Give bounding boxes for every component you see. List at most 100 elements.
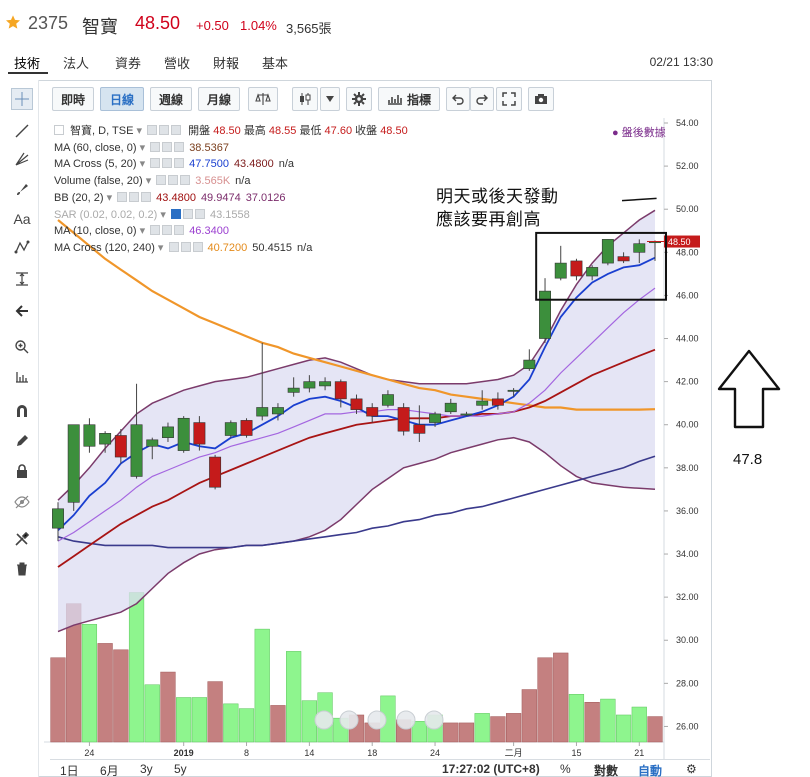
undo-icon[interactable]	[446, 87, 470, 111]
period-daily-button[interactable]: 日線	[100, 87, 144, 111]
candlestick[interactable]	[350, 398, 363, 410]
arrow-left-icon[interactable]	[13, 302, 31, 320]
star-icon[interactable]	[5, 14, 21, 30]
candlestick[interactable]	[146, 439, 159, 447]
percent-scale-toggle[interactable]: %	[560, 762, 571, 776]
hide-icon[interactable]	[13, 493, 31, 511]
legend-eye-icon[interactable]	[150, 158, 161, 169]
candlestick[interactable]	[271, 407, 284, 415]
trash-icon[interactable]	[13, 560, 31, 578]
candlestick[interactable]	[476, 400, 489, 406]
candlestick[interactable]	[177, 417, 190, 451]
redo-icon[interactable]	[470, 87, 494, 111]
legend-dropdown-icon[interactable]: ▾	[136, 158, 149, 171]
brush-icon[interactable]	[13, 180, 31, 198]
tab-financials[interactable]: 財報	[213, 56, 240, 71]
legend-gear-icon[interactable]	[168, 175, 179, 186]
pattern-icon[interactable]	[13, 238, 31, 256]
candlestick[interactable]	[413, 424, 426, 434]
measure-icon[interactable]	[13, 270, 31, 288]
candlestick[interactable]	[429, 413, 442, 423]
legend-gear-icon[interactable]	[182, 208, 193, 219]
candlestick[interactable]	[586, 267, 599, 277]
pencil-lock-icon[interactable]	[13, 432, 31, 450]
candlestick[interactable]	[444, 402, 457, 413]
candlestick[interactable]	[256, 407, 269, 417]
candle-type-icon[interactable]	[292, 87, 318, 111]
lock-icon[interactable]	[13, 462, 31, 480]
candlestick[interactable]	[366, 407, 379, 417]
candlestick[interactable]	[224, 422, 237, 436]
tab-technical[interactable]: 技術	[14, 56, 41, 71]
range-1d[interactable]: 1日	[60, 764, 79, 777]
text-icon[interactable]: Aa	[13, 211, 31, 227]
price-chart[interactable]: 26.00 28.00 30.00 32.00 34.00 36.00 38.00 40.00…	[44, 118, 710, 759]
candlestick[interactable]	[397, 407, 410, 432]
candlestick[interactable]	[491, 398, 504, 406]
candlestick[interactable]	[601, 239, 614, 264]
ruler-icon[interactable]	[13, 368, 31, 386]
legend-dropdown-icon[interactable]: ▾	[103, 191, 116, 204]
camera-icon[interactable]	[528, 87, 554, 111]
candlestick[interactable]	[507, 389, 520, 392]
legend-gear-icon[interactable]	[162, 141, 173, 152]
scroll-right-icon[interactable]	[396, 710, 416, 730]
period-realtime-button[interactable]: 即時	[52, 87, 94, 111]
legend-close-icon[interactable]	[174, 225, 185, 236]
candlestick[interactable]	[381, 394, 394, 406]
candlestick[interactable]	[554, 262, 567, 279]
scale-gear-icon[interactable]: ⚙	[686, 762, 697, 776]
legend-eye-icon[interactable]	[147, 125, 158, 135]
zoom-in-nav-icon[interactable]	[424, 710, 444, 730]
legend-eye-icon[interactable]	[156, 175, 167, 186]
legend-gear-icon[interactable]	[162, 225, 173, 236]
legend-gear-icon[interactable]	[180, 241, 191, 252]
legend-eye-icon[interactable]	[170, 208, 181, 219]
candlestick[interactable]	[303, 381, 316, 389]
candlestick[interactable]	[130, 424, 143, 477]
candlestick[interactable]	[570, 260, 583, 277]
tools-icon[interactable]	[13, 530, 31, 548]
legend-dropdown-icon[interactable]: ▾	[142, 175, 155, 188]
reset-icon[interactable]	[367, 710, 387, 730]
settings-gear-icon[interactable]	[346, 87, 372, 111]
fork-icon[interactable]	[13, 150, 31, 168]
candlestick[interactable]	[99, 433, 112, 445]
candlestick[interactable]	[334, 381, 347, 400]
range-3y[interactable]: 3y	[140, 762, 153, 776]
after-hours-label[interactable]: ● 盤後數據	[612, 127, 666, 139]
legend-eye-icon[interactable]	[117, 191, 128, 202]
candlestick[interactable]	[523, 359, 536, 369]
candlestick[interactable]	[460, 413, 473, 416]
zoom-in-icon[interactable]	[13, 338, 31, 356]
range-6m[interactable]: 6月	[100, 764, 119, 777]
tab-revenue[interactable]: 營收	[164, 56, 191, 71]
legend-close-icon[interactable]	[194, 208, 205, 219]
legend-close-icon[interactable]	[174, 158, 185, 169]
period-weekly-button[interactable]: 週線	[150, 87, 192, 111]
legend-close-icon[interactable]	[174, 141, 185, 152]
candlestick[interactable]	[617, 256, 630, 262]
zoom-out-icon[interactable]	[314, 710, 334, 730]
legend-dropdown-icon[interactable]: ▾	[154, 241, 167, 254]
candlestick[interactable]	[209, 456, 222, 488]
legend-gear-icon[interactable]	[162, 158, 173, 169]
legend-gear-icon[interactable]	[129, 191, 140, 202]
magnet-icon[interactable]	[13, 402, 31, 420]
legend-close-icon[interactable]	[192, 241, 203, 252]
compare-icon[interactable]	[248, 87, 278, 111]
trend-line-icon[interactable]	[13, 122, 31, 140]
period-monthly-button[interactable]: 月線	[198, 87, 240, 111]
candlestick[interactable]	[240, 420, 253, 436]
legend-close-icon[interactable]	[141, 191, 152, 202]
candlestick[interactable]	[287, 387, 300, 393]
candlestick[interactable]	[67, 424, 80, 503]
candlestick[interactable]	[83, 424, 96, 447]
crosshair-icon[interactable]	[11, 88, 33, 110]
tab-profile[interactable]: 基本	[262, 56, 289, 71]
tab-institutional[interactable]: 法人	[63, 56, 90, 71]
log-scale-toggle[interactable]: 對數	[594, 764, 619, 777]
candlestick[interactable]	[539, 290, 551, 339]
candlestick[interactable]	[633, 243, 646, 253]
legend-eye-icon[interactable]	[150, 141, 161, 152]
